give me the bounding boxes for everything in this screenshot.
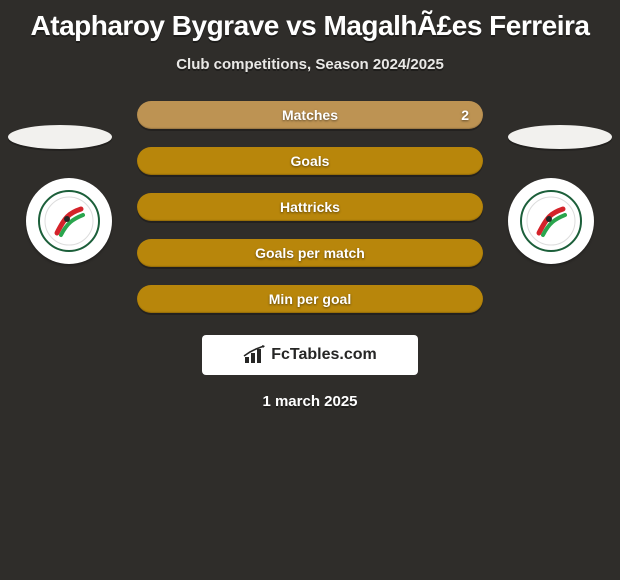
stat-bar-label: Goals: [291, 153, 330, 169]
stat-bar-label: Matches: [282, 107, 338, 123]
stat-bar-goals-per-match: Goals per match: [137, 239, 483, 267]
bar-chart-icon: [243, 345, 267, 365]
fctables-logo-text: FcTables.com: [271, 346, 377, 364]
club-badge-right: [508, 178, 594, 264]
club-crest-icon: [519, 189, 583, 253]
stat-bar-value: 2: [461, 107, 469, 123]
stat-bar-min-per-goal: Min per goal: [137, 285, 483, 313]
subtitle: Club competitions, Season 2024/2025: [0, 56, 620, 73]
stat-bar-goals: Goals: [137, 147, 483, 175]
stat-bar-label: Min per goal: [269, 291, 351, 307]
player-oval-left: [8, 125, 112, 149]
stat-bar-matches: Matches 2: [137, 101, 483, 129]
club-badge-left: [26, 178, 112, 264]
date: 1 march 2025: [0, 393, 620, 410]
stat-bar-label: Goals per match: [255, 245, 365, 261]
stat-bar-hattricks: Hattricks: [137, 193, 483, 221]
stat-bar-label: Hattricks: [280, 199, 340, 215]
club-crest-icon: [37, 189, 101, 253]
player-oval-right: [508, 125, 612, 149]
page-title: Atapharoy Bygrave vs MagalhÃ£es Ferreira: [0, 0, 620, 48]
stats-bars: Matches 2 Goals Hattricks Goals per matc…: [137, 101, 483, 313]
fctables-logo: FcTables.com: [202, 335, 418, 375]
